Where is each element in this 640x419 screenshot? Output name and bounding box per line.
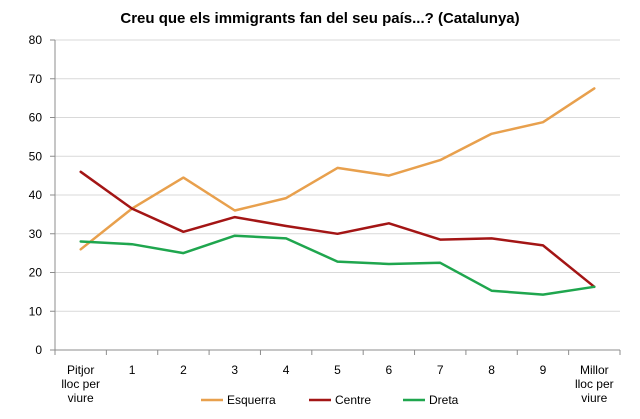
legend-label: Dreta xyxy=(429,393,459,407)
x-tick-label: 3 xyxy=(231,363,238,377)
gridlines xyxy=(55,40,620,311)
x-tick-label: Millor lloc per viure xyxy=(575,363,614,405)
x-tick-label: 4 xyxy=(283,363,290,377)
series-lines xyxy=(81,88,595,294)
legend-item-dreta: Dreta xyxy=(403,393,459,407)
x-tick-label: 9 xyxy=(540,363,547,377)
x-tick-label: 2 xyxy=(180,363,187,377)
x-tick-label: Pitjor lloc per viure xyxy=(61,363,100,405)
series-line-centre xyxy=(81,172,595,287)
chart-title: Creu que els immigrants fan del seu país… xyxy=(120,10,519,27)
y-tick-label: 80 xyxy=(29,33,43,47)
y-tick-label: 0 xyxy=(35,343,42,357)
x-tick-label: 7 xyxy=(437,363,444,377)
legend-label: Centre xyxy=(335,393,371,407)
legend: Esquerra Centre Dreta xyxy=(201,393,459,407)
y-tick-label: 50 xyxy=(29,149,43,163)
series-line-dreta xyxy=(81,236,595,295)
y-tick-label: 60 xyxy=(29,111,43,125)
y-tick-label: 70 xyxy=(29,72,43,86)
x-tick-label: 8 xyxy=(488,363,495,377)
legend-item-centre: Centre xyxy=(309,393,371,407)
x-tick-label: 5 xyxy=(334,363,341,377)
series-line-esquerra xyxy=(81,88,595,249)
x-tick-label: 6 xyxy=(386,363,393,377)
y-tick-label: 30 xyxy=(29,227,43,241)
x-tick-label: 1 xyxy=(129,363,136,377)
y-tick-label: 10 xyxy=(29,304,43,318)
y-tick-label: 20 xyxy=(29,266,43,280)
legend-item-esquerra: Esquerra xyxy=(201,393,276,407)
legend-label: Esquerra xyxy=(227,393,276,407)
y-tick-label: 40 xyxy=(29,188,43,202)
